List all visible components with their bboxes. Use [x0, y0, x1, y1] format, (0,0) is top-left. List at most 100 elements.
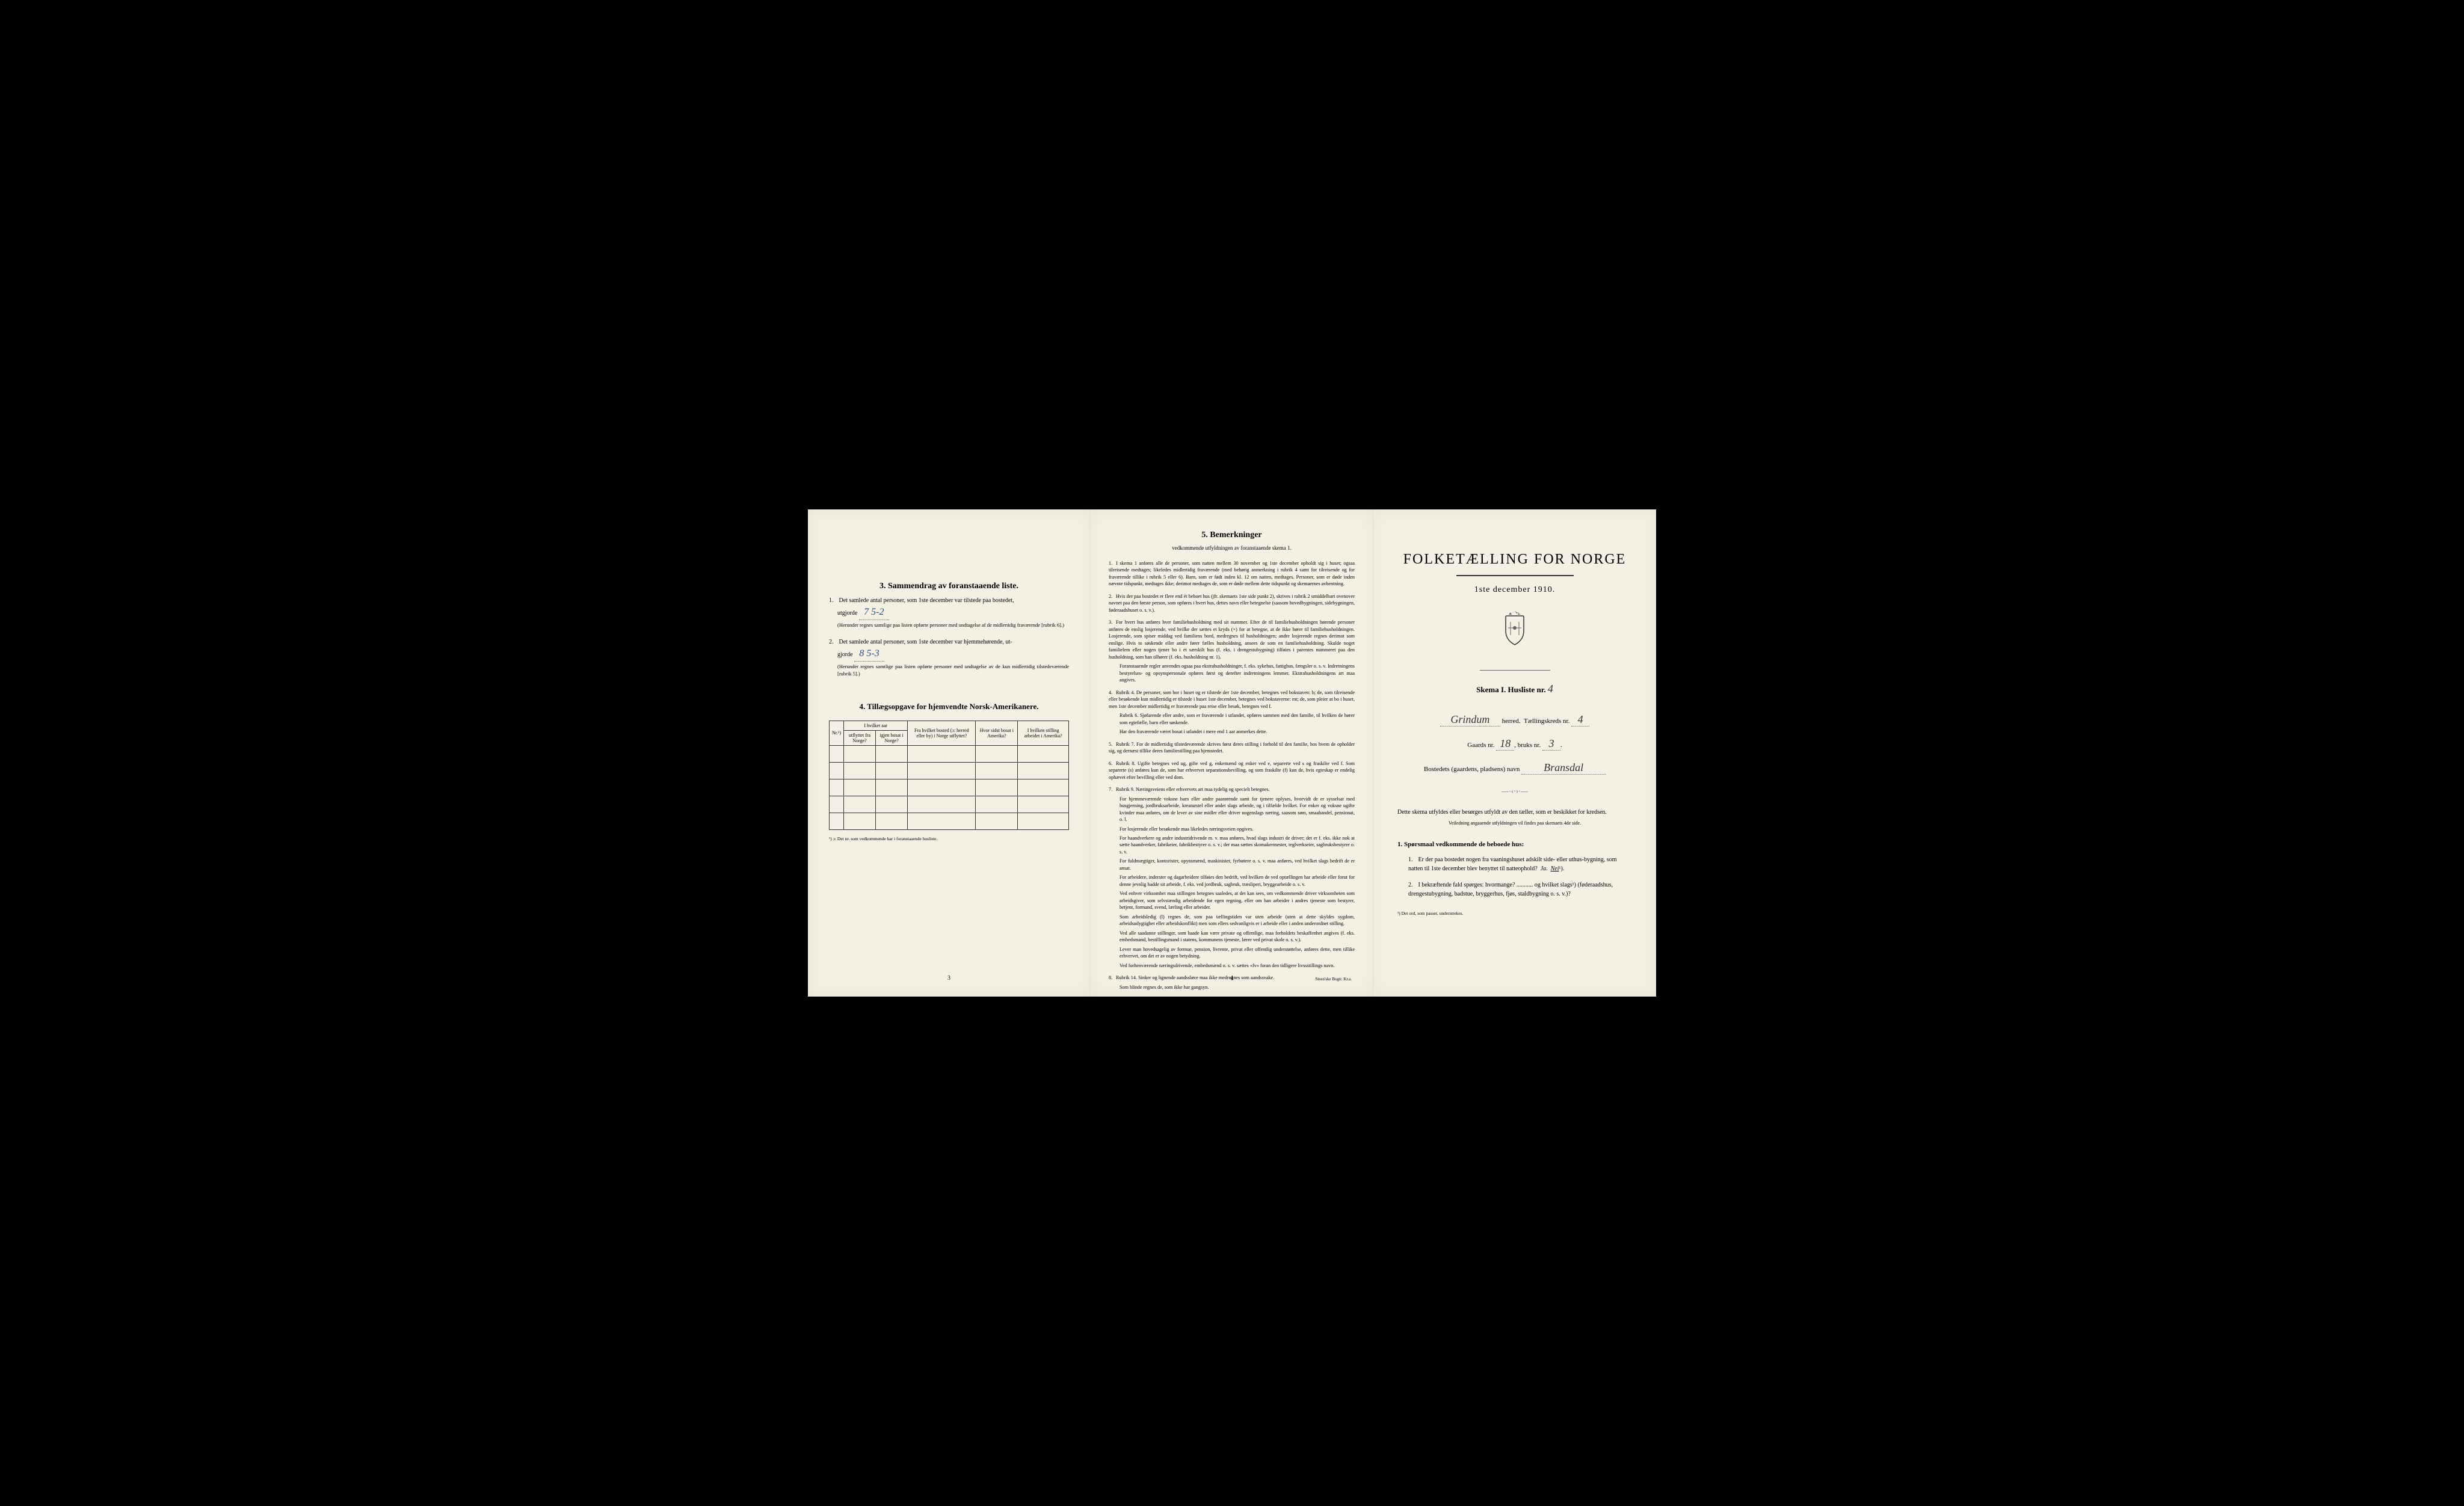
- item-2: 2. Det samlede antal personer, som 1ste …: [829, 638, 1069, 678]
- item-2-value: 8 5-3: [854, 647, 884, 662]
- main-title: FOLKETÆLLING FOR NORGE: [1397, 552, 1632, 568]
- col-fra-hvilket: Fra hvilket bosted (ɔ: herred eller by) …: [908, 721, 976, 745]
- herred-line: Grindum herred. Tællingskreds nr. 4: [1397, 713, 1632, 727]
- small-rule-1: [1480, 670, 1550, 671]
- bemerkning-item: 7.Rubrik 9. Næringsveiens eller erhverve…: [1109, 786, 1355, 969]
- table-footnote: ¹) ɔ: Det nr. som vedkommende har i fora…: [829, 836, 1069, 841]
- bemerkning-sub: For fuldmægtiger, kontorister, opynsmænd…: [1120, 858, 1355, 871]
- section-3-title: 3. Sammendrag av foranstaaende liste.: [829, 582, 1069, 591]
- document-container: 3. Sammendrag av foranstaaende liste. 1.…: [808, 509, 1656, 997]
- item-1-text: Det samlede antal personer, som 1ste dec…: [839, 597, 1014, 604]
- taellingskreds-nr: 4: [1578, 713, 1583, 725]
- section-4-title: 4. Tillægsopgave for hjemvendte Norsk-Am…: [829, 702, 1069, 712]
- bemerkning-text: Rubrik 7. For de midlertidig tilstedevær…: [1109, 742, 1355, 754]
- bemerkning-sub: Lever man hovedsagelig av formue, pensio…: [1120, 946, 1355, 960]
- page1-footnote: ¹) Det ord, som passer, understrekes.: [1397, 911, 1632, 916]
- q2-num: 2.: [1408, 881, 1417, 890]
- bemerkning-sub: For haandverkere og andre industridriven…: [1120, 835, 1355, 855]
- bemerkning-sub: For hjemmeværende voksne barn eller andr…: [1120, 796, 1355, 823]
- bemerkning-item: 2.Hvis der paa bostedet er flere end ét …: [1109, 593, 1355, 613]
- bostedets-line: Bostedets (gaardens, pladsens) navn Bran…: [1397, 761, 1632, 775]
- q1-text: Er der paa bostedet nogen fra vaaningshu…: [1408, 856, 1616, 872]
- gaards-nr: 18: [1500, 737, 1511, 749]
- bemerkning-num: 8.: [1109, 974, 1116, 981]
- col-nr: Nr.¹): [830, 721, 844, 745]
- bruks-nr: 3: [1548, 737, 1554, 749]
- herred-label: herred.: [1502, 718, 1521, 725]
- section-5-title: 5. Bemerkninger: [1109, 530, 1355, 540]
- skema-label: Skema I. Husliste nr.: [1476, 685, 1545, 694]
- bemerkning-sub: For losjerende eller besøkende maa likel…: [1120, 826, 1355, 832]
- q1-nei: Nei: [1551, 865, 1559, 872]
- ornament-icon: ―·‹·›·―: [1397, 787, 1632, 796]
- bemerkning-text: I skema 1 anføres alle de personer, som …: [1109, 561, 1355, 586]
- table-body: [830, 745, 1069, 829]
- bemerkning-item: 1.I skema 1 anføres alle de personer, so…: [1109, 560, 1355, 588]
- item-2-note: (Herunder regnes samtlige paa listen opf…: [837, 663, 1069, 678]
- bemerkning-sub: Som arbeidsledig (l) regnes de, som paa …: [1120, 914, 1355, 927]
- page-number-4: 4: [1230, 975, 1233, 982]
- table-row: [830, 762, 1069, 779]
- table-row: [830, 779, 1069, 796]
- bemerkning-text: Rubrik 8. Ugifte betegnes ved ug, gifte …: [1109, 761, 1355, 780]
- bemerkning-text: Hvis der paa bostedet er flere end ét be…: [1109, 594, 1355, 613]
- norwegian-crest-icon: [1397, 610, 1632, 649]
- page-4: 5. Bemerkninger vedkommende utfyldningen…: [1091, 509, 1373, 997]
- skema-line: Skema I. Husliste nr. 4: [1397, 683, 1632, 695]
- col-utflyttet: utflyttet fra Norge?: [844, 730, 876, 745]
- table-row: [830, 796, 1069, 813]
- col-hvilken-stilling: I hvilken stilling arbeidet i Amerika?: [1018, 721, 1069, 745]
- item-2-num: 2.: [829, 638, 837, 647]
- taellingskreds-label: Tællingskreds nr.: [1524, 718, 1569, 725]
- page-number-3: 3: [947, 975, 950, 982]
- tillaegsopgave-table: Nr.¹) I hvilket aar Fra hvilket bosted (…: [829, 721, 1069, 830]
- bemerkning-num: 6.: [1109, 760, 1116, 767]
- q1-num: 1.: [1408, 855, 1417, 864]
- title-rule: [1456, 575, 1574, 576]
- table-row: [830, 813, 1069, 829]
- q2-text: I bekræftende fald spørges: hvormange? .…: [1408, 882, 1613, 897]
- item-2-label: gjorde: [837, 651, 853, 658]
- bostedets-value: Bransdal: [1544, 761, 1583, 773]
- bemerkning-item: 4.Rubrik 4. De personer, som bor i huset…: [1109, 689, 1355, 736]
- bemerkning-item: 3.For hvert hus anføres hver familiehush…: [1109, 619, 1355, 683]
- page-3: 3. Sammendrag av foranstaaende liste. 1.…: [808, 509, 1091, 997]
- bemerkning-num: 4.: [1109, 689, 1116, 696]
- bemerkning-sub: Ved alle saadanne stillinger, som baade …: [1120, 930, 1355, 944]
- table-row: [830, 745, 1069, 762]
- bemerkning-num: 2.: [1109, 593, 1116, 600]
- question-heading: 1. Spørsmaal vedkommende de beboede hus:: [1397, 841, 1632, 848]
- bruks-label: bruks nr.: [1518, 742, 1541, 749]
- instruction-sub: Veiledning angaaende utfyldningen vil fi…: [1397, 820, 1632, 826]
- bemerkning-sub: Ved enhver virksomhet maa stillingen bet…: [1120, 890, 1355, 911]
- instruction-text: Dette skema utfyldes eller besørges utfy…: [1397, 808, 1632, 817]
- question-1: 1. Er der paa bostedet nogen fra vaaning…: [1408, 855, 1632, 873]
- item-1-value: 7 5-2: [859, 605, 889, 620]
- herred-value: Grindum: [1450, 713, 1489, 725]
- bemerkning-sub: Foranstaaende regler anvendes ogsaa paa …: [1120, 663, 1355, 683]
- col-igjen-bosat: igjen bosat i Norge?: [875, 730, 907, 745]
- item-1-note: (Herunder regnes samtlige paa listen opf…: [837, 622, 1069, 629]
- bemerkning-text: Rubrik 9. Næringsveiens eller erhvervets…: [1116, 787, 1270, 792]
- page-1-title: FOLKETÆLLING FOR NORGE 1ste december 191…: [1373, 509, 1656, 997]
- printer-note: Steen'ske Bogtr. Kr.a.: [1315, 977, 1352, 982]
- item-1-label: utgjorde: [837, 610, 857, 616]
- bemerkning-text: Rubrik 14. Sinker og lignende aandssløve…: [1116, 975, 1274, 980]
- bemerkning-num: 3.: [1109, 619, 1116, 625]
- bemerkning-text: Rubrik 4. De personer, som bor i huset o…: [1109, 690, 1355, 709]
- bemerkninger-list: 1.I skema 1 anføres alle de personer, so…: [1109, 560, 1355, 991]
- item-2-text: Det samlede antal personer, som 1ste dec…: [839, 639, 1012, 645]
- bostedets-label: Bostedets (gaardens, pladsens) navn: [1424, 766, 1520, 773]
- date-line: 1ste december 1910.: [1397, 585, 1632, 595]
- bemerkning-sub: Rubrik 6. Sjøfarende eller andre, som er…: [1120, 712, 1355, 726]
- gaards-label: Gaards nr.: [1467, 742, 1494, 749]
- q1-sup: ¹).: [1559, 865, 1565, 872]
- bemerkning-sub: Ved forhenværende næringsdrivende, embed…: [1120, 962, 1355, 969]
- bemerkning-text: For hvert hus anføres hver familiehushol…: [1109, 619, 1355, 659]
- q1-ja: Ja.: [1541, 865, 1548, 872]
- husliste-nr: 4: [1548, 683, 1553, 695]
- bemerkning-num: 1.: [1109, 560, 1116, 567]
- bemerkning-num: 5.: [1109, 741, 1116, 748]
- item-1: 1. Det samlede antal personer, som 1ste …: [829, 596, 1069, 629]
- gaards-line: Gaards nr. 18, bruks nr. 3.: [1397, 737, 1632, 751]
